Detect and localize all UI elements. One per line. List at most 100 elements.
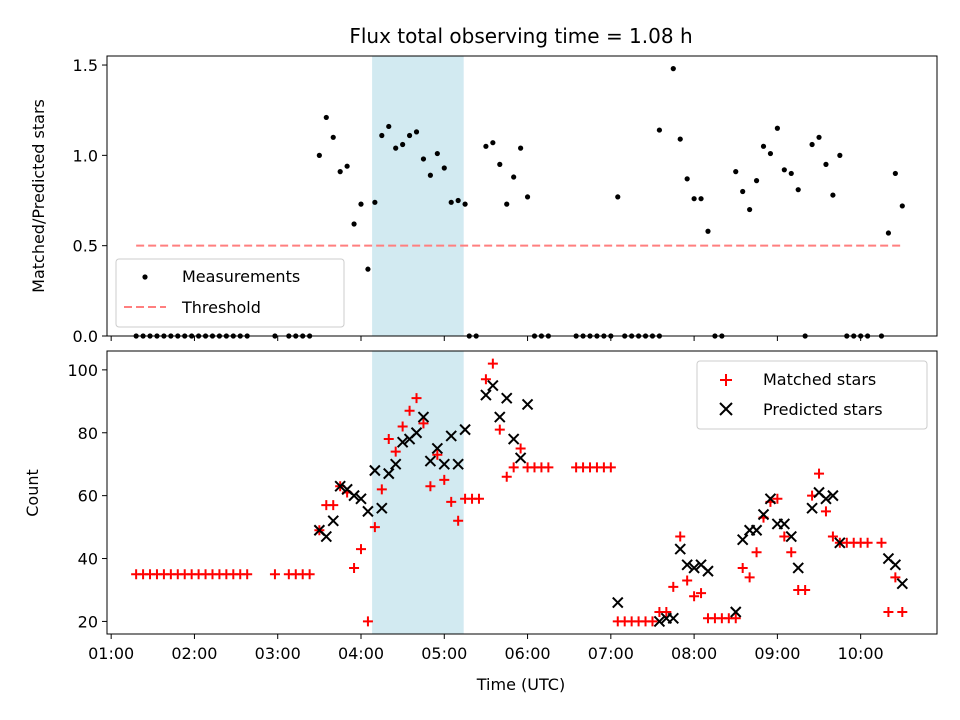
predicted-star-point [612,596,624,609]
measurement-point [365,266,371,272]
predicted-star-point [806,502,818,514]
measurement-point [427,172,433,178]
measurement-point [733,169,739,175]
legend-label-threshold: Threshold [181,298,261,317]
predicted-star-point [702,565,714,577]
measurement-point [670,66,676,72]
matched-star-point [446,496,457,507]
ratio-y-tick-label: 1.5 [73,56,98,75]
measurement-point [455,197,461,204]
matched-star-point [432,449,443,460]
matched-star-point [418,418,429,429]
measurement-point [511,174,517,180]
count-y-tick-label: 60 [78,487,98,506]
count-x-tick-label: 02:00 [171,644,217,663]
predicted-star-point [521,398,534,411]
measurement-point [837,152,843,158]
predicted-star-point [348,489,360,502]
predicted-star-point [827,489,839,502]
count-x-tick-label: 01:00 [88,644,134,663]
matched-star-point [689,591,700,602]
predicted-star-point [320,530,333,543]
measurement-point [892,170,898,177]
predicted-star-point [764,493,777,505]
predicted-star-point [730,606,742,618]
matched-star-point [349,562,360,573]
predicted-star-point [674,543,686,555]
matched-star-point [425,481,436,492]
predicted-star-point [820,493,832,505]
measurement-point [483,143,489,149]
ratio-legend: Measurements Threshold [115,258,345,328]
measurement-point [358,201,364,207]
measurement-point [885,230,892,236]
measurement-point [684,176,690,182]
measurement-point [434,150,440,157]
ratio-y-ticks: 0.0 0.5 1.0 1.5 [73,56,107,346]
predicted-star-point [507,433,520,445]
measurement-point [497,161,503,167]
predicted-star-point [757,508,770,521]
predicted-star-point [792,562,804,574]
predicted-star-point [459,423,471,436]
count-x-tick-label: 07:00 [588,644,634,663]
measurement-point [740,188,746,195]
matched-star-point [890,572,901,583]
predicted-star-point [431,442,444,455]
legend-marker-measurements [142,274,148,280]
predicted-star-point [681,559,693,571]
predicted-star-point [736,533,749,546]
matched-star-point [404,405,415,416]
legend-label-matched: Matched stars [763,370,876,389]
measurement-point [330,134,336,140]
matched-star-point [800,584,811,595]
measurement-point [781,167,787,173]
matched-star-point [827,531,838,542]
count-highlight-span [372,351,464,634]
predicted-star-point [383,467,395,480]
count-x-tick-label: 04:00 [338,644,384,663]
matched-star-point [668,581,679,592]
count-y-tick-label: 80 [78,424,98,443]
matched-star-point [390,446,401,457]
predicted-star-points [313,379,909,628]
matched-star-point [647,616,658,627]
measurement-point [615,194,621,200]
measurement-point [788,170,794,177]
ratio-plot: 0.0 0.5 1.0 1.5 Matched/Predicted stars Mea… [29,55,938,346]
measurement-point [899,203,905,209]
predicted-star-point [334,480,346,492]
matched-star-point [682,575,693,586]
predicted-star-point [396,436,409,448]
ratio-x-ticks [110,336,862,341]
measurement-point [441,165,447,171]
count-plot: 20 40 60 80 100 01:00 02:00 03:00 04:00 05:00 06:… [23,350,938,694]
count-x-label: Time (UTC) [476,675,565,694]
matched-star-point [242,569,253,580]
matched-star-point [355,544,366,555]
measurement-point [524,194,531,200]
predicted-star-point [653,615,666,628]
matched-star-point [744,572,755,583]
count-x-tick-label: 10:00 [838,644,884,663]
predicted-star-point [452,458,464,470]
measurement-point [337,169,343,175]
predicted-star-point [417,411,430,423]
measurement-point [386,123,392,130]
matched-star-point [487,358,498,369]
measurement-point [698,196,704,202]
predicted-star-point [501,392,513,404]
predicted-star-point [355,493,367,505]
count-x-ticks: 01:00 02:00 03:00 04:00 05:00 06:00 07:00 08:00… [88,634,884,663]
measurement-point [753,178,760,184]
predicted-star-point [750,524,763,536]
matched-star-point [876,537,887,548]
ratio-y-tick-label: 0.0 [73,327,98,346]
matched-star-point [369,522,380,533]
count-x-tick-label: 09:00 [754,644,800,663]
count-y-ticks: 20 40 60 80 100 [67,361,107,631]
count-legend-box [696,360,928,430]
measurement-point [504,201,510,207]
count-y-tick-label: 100 [67,361,98,380]
